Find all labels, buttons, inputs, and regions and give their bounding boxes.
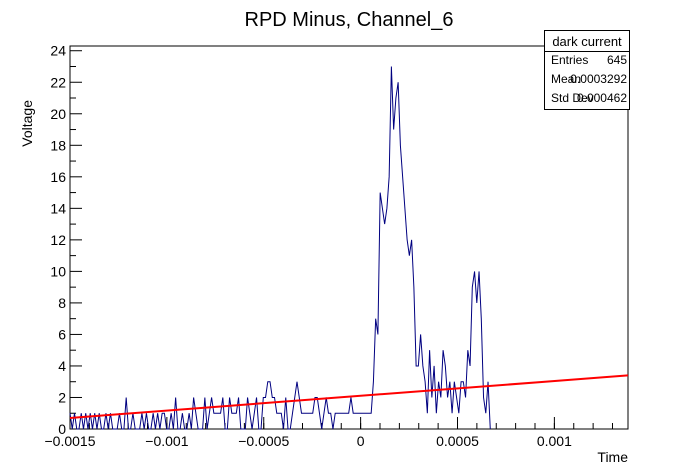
- y-tick-label: 24: [50, 43, 66, 59]
- x-tick-label: −0.0005: [238, 433, 289, 449]
- y-tick-label: 16: [50, 169, 66, 185]
- y-tick-label: 4: [58, 358, 66, 374]
- stats-title: dark current: [545, 31, 629, 52]
- chart-title: RPD Minus, Channel_6: [245, 9, 454, 31]
- x-tick-label: 0: [357, 433, 365, 449]
- y-axis-label: Voltage: [19, 100, 35, 147]
- y-tick-label: 0: [58, 421, 66, 437]
- series-layer: [69, 66, 629, 430]
- y-tick-label: 22: [50, 74, 66, 90]
- stats-value: 0.0003292: [570, 72, 627, 86]
- plot-frame: [69, 45, 629, 430]
- y-tick-label: 20: [50, 106, 66, 122]
- y-tick-label: 10: [50, 263, 66, 279]
- y-tick-label: 8: [58, 295, 66, 311]
- stats-value: 0.000462: [576, 91, 627, 105]
- x-tick-label: −0.001: [145, 433, 188, 449]
- y-tick-label: 6: [58, 326, 66, 342]
- y-tick-label: 12: [50, 232, 66, 248]
- fit-line: [69, 374, 629, 419]
- y-tick-label: 14: [50, 200, 66, 216]
- series-line: [69, 66, 491, 430]
- stats-label: Mean: [551, 72, 582, 86]
- x-axis: −0.0015 −0.001 −0.0005 0 0.0005 0.001: [45, 417, 613, 449]
- x-axis-label: Time: [597, 449, 628, 465]
- x-tick-label: 0.001: [537, 433, 572, 449]
- stats-label: Entries: [551, 53, 589, 67]
- stats-box: dark current Entries 645 Mean 0.0003292 …: [544, 30, 630, 110]
- y-tick-label: 2: [58, 389, 66, 405]
- y-tick-label: 18: [50, 137, 66, 153]
- x-tick-label: 0.0005: [436, 433, 479, 449]
- stats-value: 645: [606, 53, 627, 67]
- stats-label: Std Dev: [551, 91, 594, 105]
- x-tick-label: −0.0015: [45, 433, 96, 449]
